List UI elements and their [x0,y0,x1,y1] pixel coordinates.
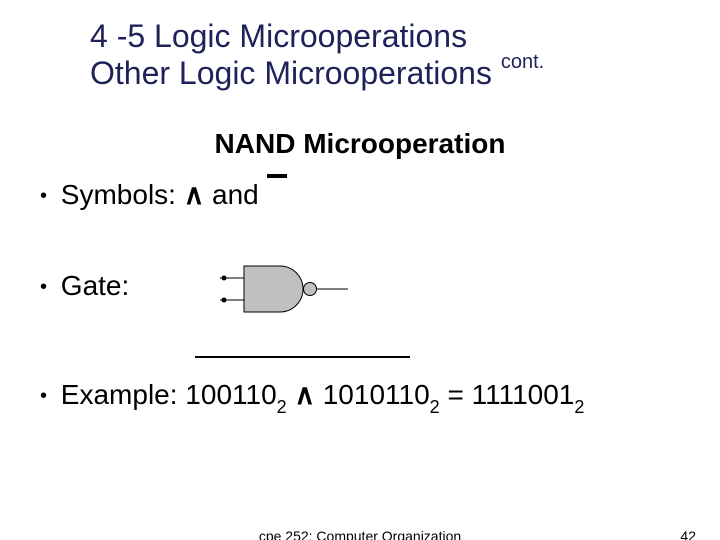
title-line-2-main: Other Logic Microoperations [90,55,501,91]
bullet-icon: • [40,276,47,298]
nand-gate-icon [220,260,360,320]
title-superscript: cont. [501,51,544,73]
operand2-digits: 1010110 [323,379,430,410]
subtitle: NAND Microoperation [0,128,720,160]
example-label: Example: [61,379,186,410]
slide-title: 4 -5 Logic Microoperations Other Logic M… [90,18,650,92]
and-word: and [212,179,267,210]
bullet-icon: • [40,185,47,207]
overbar-symbol [267,188,287,206]
footer-page-number: 42 [680,528,696,540]
example-overline [195,356,410,358]
result-sub: 2 [574,397,584,417]
wedge-symbol: ∧ [184,179,205,210]
wedge-symbol-2: ∧ [294,379,315,410]
equals: = [440,379,472,410]
symbols-label: Symbols: [61,179,184,210]
operand1-digits: 100110 [185,379,276,410]
bullet-icon: • [40,385,47,407]
gate-row: • Gate: [40,270,129,302]
symbols-row: • Symbols: ∧ and [40,178,287,211]
example-row: • Example: 1001102 ∧ 10101102 = 11110012 [40,378,584,416]
gate-label: Gate: [61,270,129,301]
operand2-sub: 2 [430,397,440,417]
result-digits: 1111001 [472,379,575,410]
operand1-sub: 2 [277,397,287,417]
title-line-2: Other Logic Microoperations cont. [90,55,650,92]
footer-center: cpe 252: Computer Organization [259,528,461,540]
title-line-1: 4 -5 Logic Microoperations [90,18,650,55]
